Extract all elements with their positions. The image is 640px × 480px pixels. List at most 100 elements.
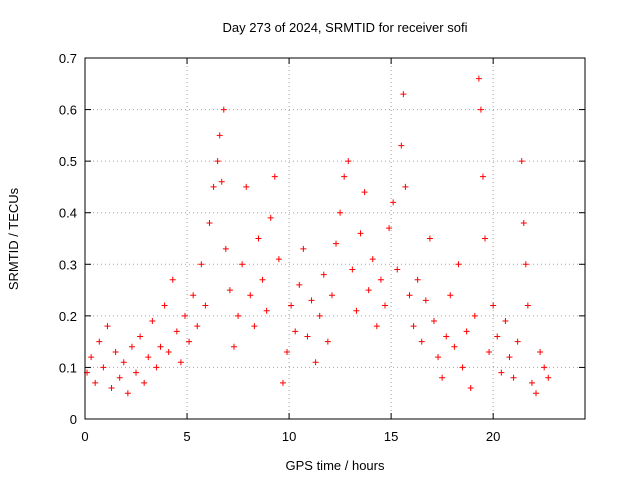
data-point <box>133 369 140 376</box>
data-point <box>190 292 197 299</box>
data-point <box>267 214 274 221</box>
data-point <box>345 158 352 165</box>
data-point <box>271 173 278 180</box>
data-point <box>382 302 388 309</box>
data-point <box>194 323 201 330</box>
data-point <box>455 261 462 268</box>
data-point <box>451 343 458 350</box>
data-point <box>275 256 282 263</box>
data-point <box>486 348 493 355</box>
data-point <box>482 235 488 242</box>
data-point <box>124 390 131 397</box>
data-point <box>490 302 497 309</box>
data-point <box>349 266 356 273</box>
data-point <box>518 158 525 165</box>
y-tick-label: 0.1 <box>59 360 77 375</box>
data-point <box>353 307 360 314</box>
data-point <box>206 220 213 227</box>
data-point <box>494 333 501 340</box>
data-point <box>108 385 115 392</box>
data-point <box>222 245 229 252</box>
data-point <box>410 323 417 330</box>
data-point <box>165 348 172 355</box>
data-point <box>169 276 176 283</box>
data-point <box>226 287 233 294</box>
data-point <box>312 359 319 366</box>
data-point <box>524 302 531 309</box>
data-point <box>520 220 527 227</box>
y-tick-label: 0 <box>70 412 77 427</box>
chart-title: Day 273 of 2024, SRMTID for receiver sof… <box>223 20 468 35</box>
data-point <box>153 364 160 371</box>
data-point <box>145 354 152 361</box>
data-point <box>475 75 482 82</box>
data-point <box>398 142 405 149</box>
x-tick-labels: 0 5 10 15 20 <box>81 429 500 444</box>
data-point <box>471 312 478 319</box>
data-point <box>510 374 517 381</box>
data-point <box>210 183 217 190</box>
data-point <box>463 328 470 335</box>
data-point <box>239 261 246 268</box>
y-tick-label: 0.2 <box>59 309 77 324</box>
data-point <box>279 379 286 386</box>
data-point <box>96 338 103 345</box>
data-point <box>418 338 425 345</box>
data-point <box>400 91 407 98</box>
x-tick-label: 20 <box>486 429 500 444</box>
data-point <box>288 302 295 309</box>
data-point <box>498 369 505 376</box>
data-point <box>186 338 193 345</box>
data-point <box>467 385 474 392</box>
y-axis-label: SRMTID / TECUs <box>6 187 21 290</box>
data-point <box>390 199 397 206</box>
data-point <box>173 328 180 335</box>
data-point <box>365 287 372 294</box>
data-point <box>439 374 446 381</box>
data-point <box>100 364 107 371</box>
data-point <box>304 333 311 340</box>
data-point <box>337 209 344 216</box>
data-point <box>141 379 148 386</box>
x-axis-label: GPS time / hours <box>286 458 385 473</box>
data-point <box>235 312 242 319</box>
data-point <box>528 379 535 386</box>
data-point <box>263 307 270 314</box>
data-point <box>120 359 127 366</box>
data-point <box>369 256 376 263</box>
x-tick-label: 0 <box>81 429 88 444</box>
data-point <box>447 292 454 299</box>
data-point <box>202 302 209 309</box>
axis-ticks <box>84 57 585 420</box>
data-point <box>320 271 327 278</box>
y-tick-label: 0.6 <box>59 103 77 118</box>
data-point <box>182 312 188 319</box>
y-tick-label: 0.3 <box>59 257 77 272</box>
data-point <box>300 245 307 252</box>
data-point <box>216 132 223 139</box>
data-point <box>341 173 348 180</box>
y-tick-label: 0.7 <box>59 51 77 66</box>
data-point <box>533 390 540 397</box>
data-point <box>373 323 380 330</box>
data-point <box>149 318 156 325</box>
y-tick-label: 0.5 <box>59 154 77 169</box>
data-point <box>541 364 548 371</box>
data-point <box>157 343 164 350</box>
data-point <box>328 292 335 299</box>
data-point <box>406 292 413 299</box>
data-point <box>522 261 529 268</box>
data-point <box>430 318 437 325</box>
data-point <box>161 302 168 309</box>
data-point <box>514 338 521 345</box>
data-point <box>435 354 442 361</box>
data-point <box>479 173 486 180</box>
data-point <box>394 266 401 273</box>
data-point <box>386 225 393 232</box>
data-point <box>545 374 552 381</box>
data-point <box>426 235 433 242</box>
data-point <box>230 343 237 350</box>
data-point <box>477 106 484 113</box>
data-point <box>414 276 421 283</box>
